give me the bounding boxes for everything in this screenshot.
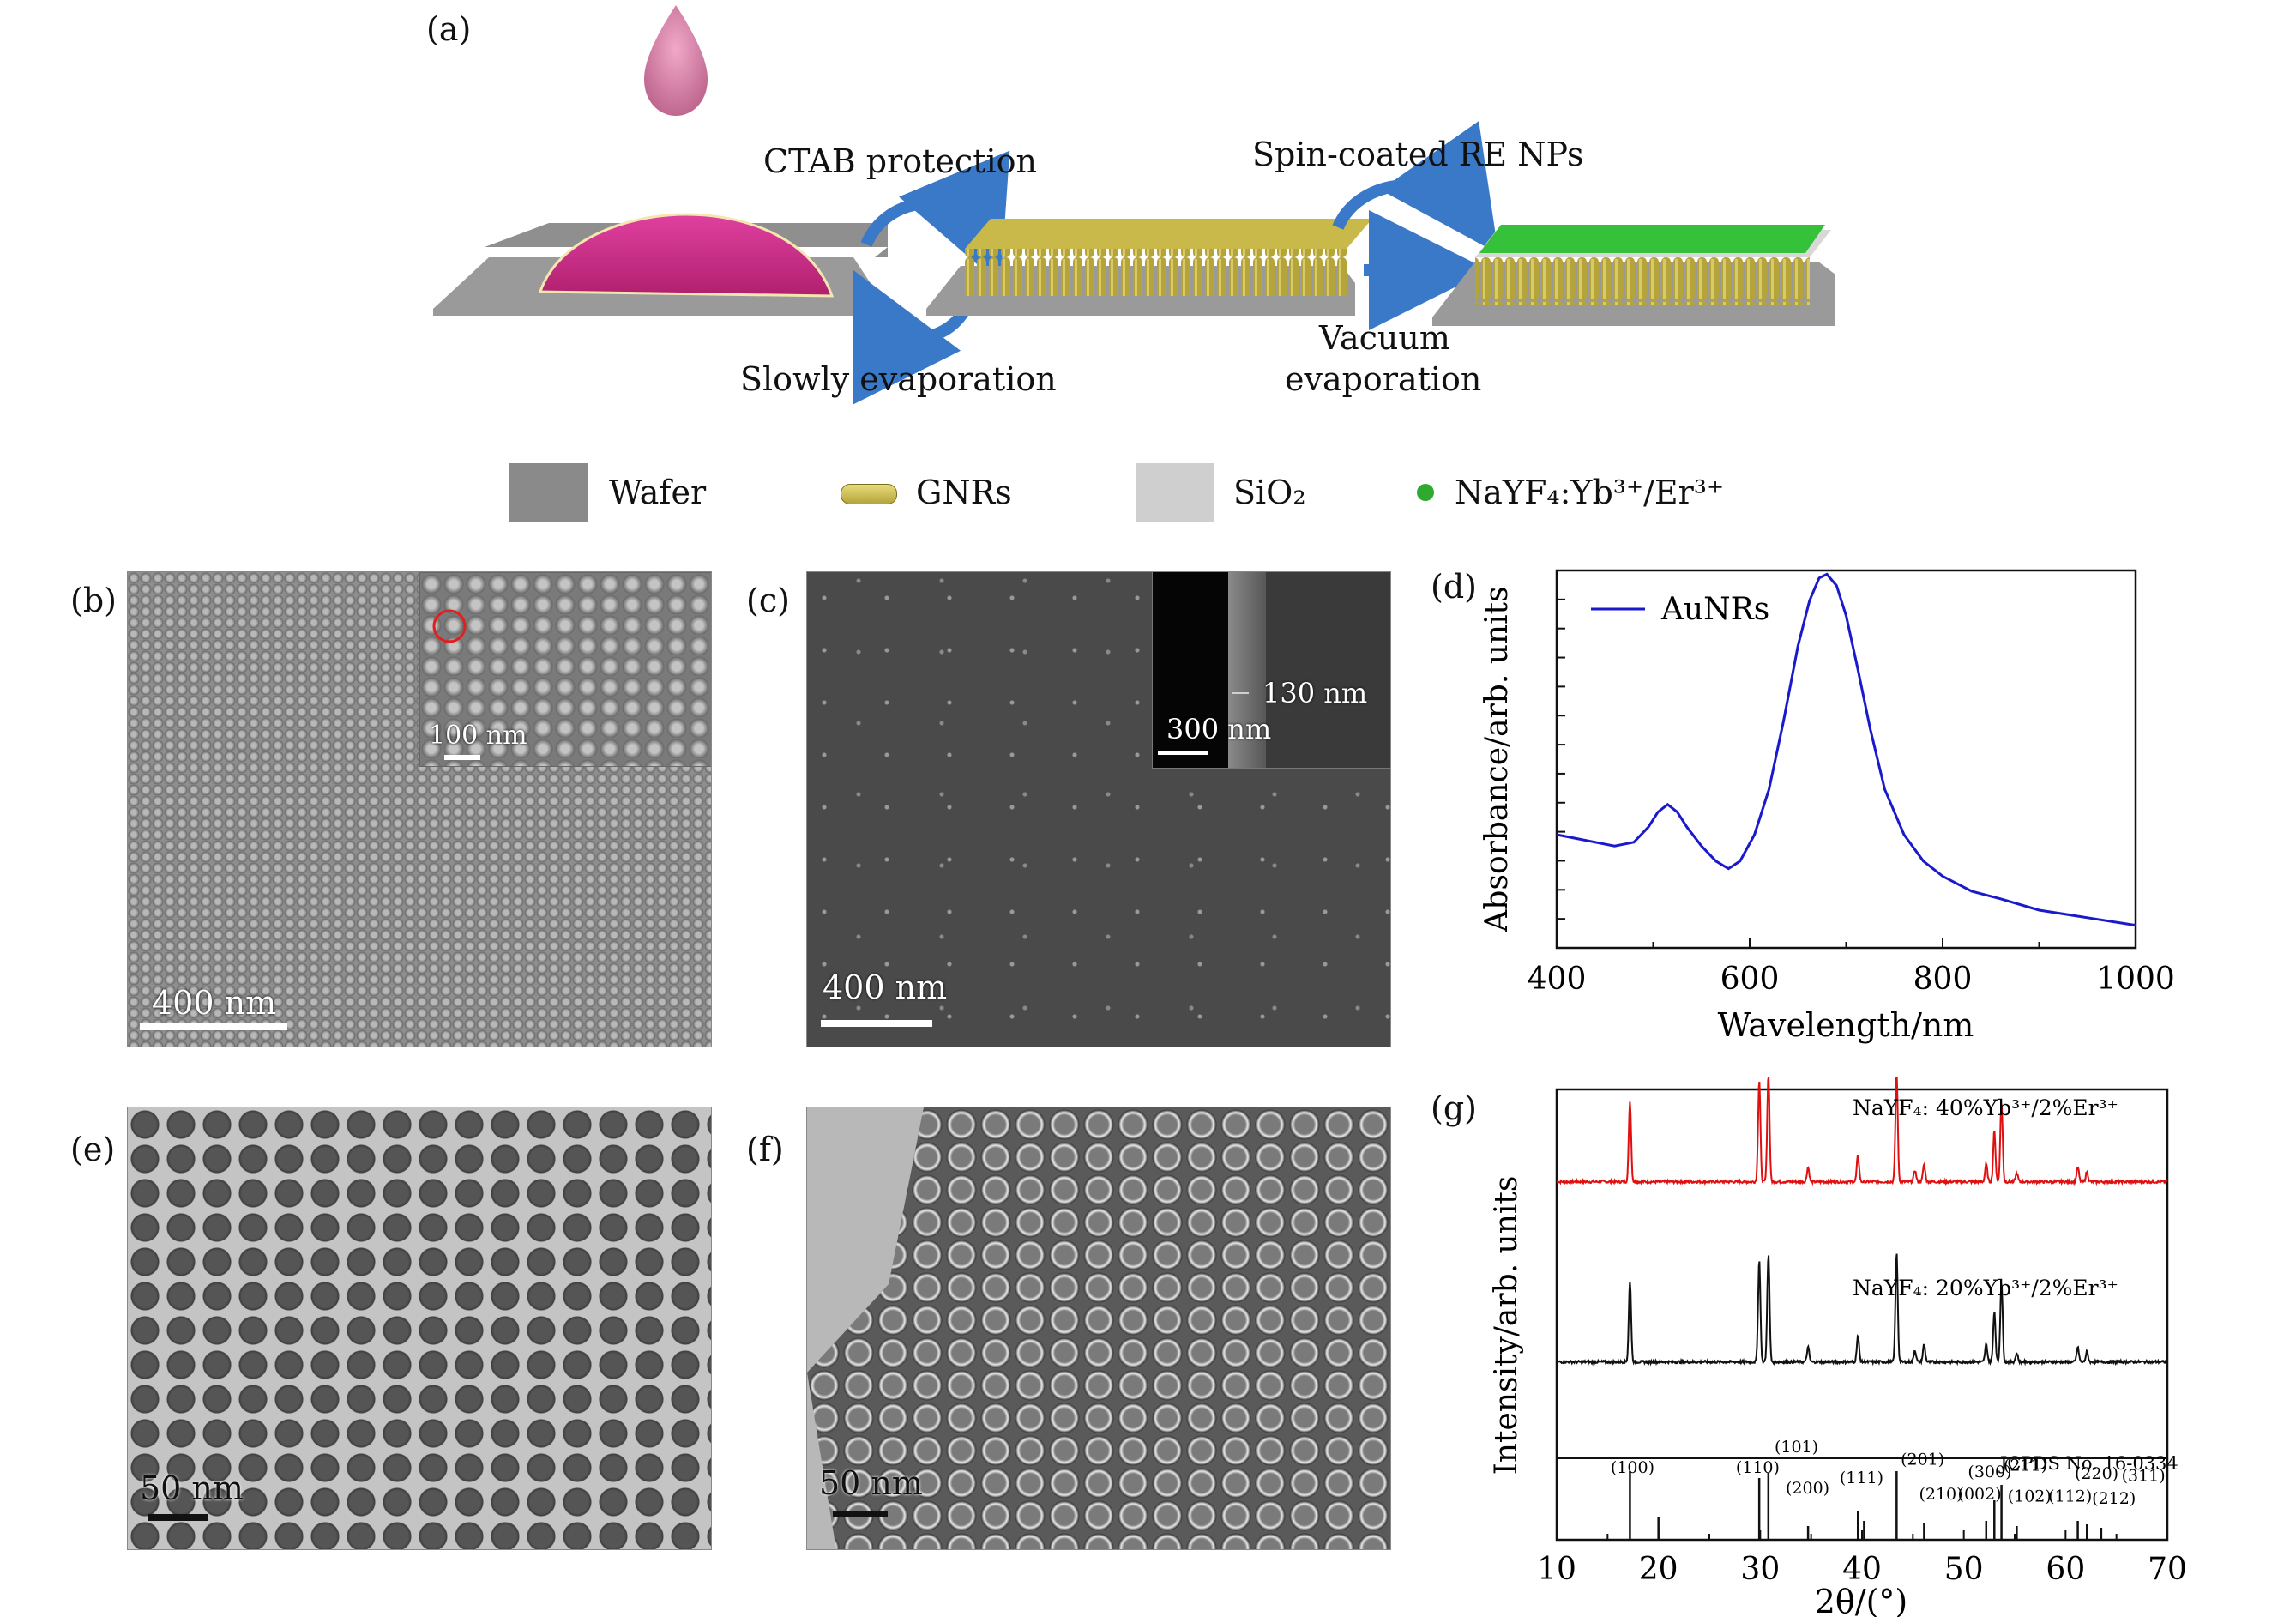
scale-text-f: 50 nm <box>819 1464 923 1502</box>
scale-bar-b <box>140 1023 287 1030</box>
y-axis-label-d: Absorbance/arb. units <box>1479 586 1515 932</box>
hkl-label: (102) <box>2008 1487 2052 1506</box>
hkl-label: (210) <box>1919 1485 1962 1504</box>
tem-image-f: 50 nm <box>806 1107 1391 1550</box>
legend-sio2-swatch <box>1136 463 1214 522</box>
hkl-label: (212) <box>2092 1489 2136 1508</box>
x-tick-label-g: 30 <box>1740 1552 1780 1587</box>
inset-scale-bar-c <box>1158 751 1208 755</box>
highlight-circle <box>432 609 467 643</box>
x-tick-label-d: 600 <box>1720 962 1780 997</box>
hkl-label: (300) <box>1968 1463 2011 1481</box>
x-tick-label-d: 400 <box>1528 962 1587 997</box>
x-tick-label-g: 70 <box>2148 1552 2187 1587</box>
hkl-label: (211) <box>2004 1457 2047 1475</box>
reference-title: JCPDS No. 16-0334 <box>1998 1453 2178 1474</box>
hkl-label: (311) <box>2122 1467 2166 1486</box>
legend-wafer-swatch <box>509 463 588 522</box>
x-tick-label-g: 60 <box>2046 1552 2085 1587</box>
hkl-label: (112) <box>2048 1487 2092 1506</box>
panel-label-f: (f) <box>746 1131 784 1168</box>
gnr-array-coated <box>1475 257 1810 305</box>
inset-annotation-c: 130 nm <box>1262 677 1368 709</box>
hkl-label: (101) <box>1775 1438 1818 1457</box>
plot-frame-d <box>1555 569 2137 950</box>
panel-label-a: (a) <box>426 10 472 48</box>
schematic-illustration <box>433 5 1835 405</box>
arrow-ctab <box>860 150 1010 285</box>
scale-bar-e <box>148 1514 208 1521</box>
panel-label-c: (c) <box>746 582 790 619</box>
panel-label-g: (g) <box>1431 1089 1477 1127</box>
absorbance-chart: 400 600 800 1000 AuNRs Wavelength/nm Absorb… <box>1479 569 2175 1044</box>
hkl-label: (110) <box>1736 1458 1780 1477</box>
y-axis-label-g: Intensity/arb. units <box>1489 1176 1524 1475</box>
scale-bar-c <box>821 1020 932 1027</box>
legend-nayf4-label: NaYF₄:Yb³⁺/Er³⁺ <box>1455 474 1725 511</box>
hkl-label: (220) <box>2075 1464 2118 1483</box>
step2-bottom-label-2: evaporation <box>1285 360 1482 398</box>
x-tick-label-g: 50 <box>1944 1552 1984 1587</box>
legend-gnr-label: GNRs <box>916 474 1012 511</box>
legend-sio2-label: SiO₂ <box>1233 474 1306 511</box>
step1-top-label: CTAB protection <box>763 142 1037 180</box>
series-label-20yb: NaYF₄: 20%Yb³⁺/2%Er³⁺ <box>1853 1276 2118 1300</box>
step1-bottom-label: Slowly evaporation <box>740 360 1057 398</box>
panel-label-e: (e) <box>70 1131 116 1168</box>
droplet-icon <box>644 5 708 116</box>
x-tick-label-d: 800 <box>1913 962 1973 997</box>
x-tick-label-g: 10 <box>1537 1552 1576 1587</box>
annotation-line <box>1232 692 1249 694</box>
x-axis-label-g: 2θ/(°) <box>1815 1583 1908 1617</box>
sem-inset-b: 100 nm <box>419 572 711 767</box>
inset-scale-text-c: 300 nm <box>1166 713 1272 745</box>
sem-inset-c: 130 nm 300 nm <box>1152 572 1390 769</box>
scale-text-b: 400 nm <box>152 984 277 1022</box>
tem-image-e: 50 nm <box>127 1107 712 1550</box>
arrow-spin-coat <box>1332 121 1499 254</box>
nanoparticle-layer <box>1479 225 1825 253</box>
x-tick-label-d: 1000 <box>2096 962 2175 997</box>
hkl-label: (002) <box>1958 1485 2002 1504</box>
series-label-40yb: NaYF₄: 40%Yb³⁺/2%Er³⁺ <box>1853 1095 2118 1120</box>
series-line-20yb <box>1556 1253 2167 1367</box>
inset-scale-text-b: 100 nm <box>429 721 527 751</box>
x-tick-label-g: 20 <box>1639 1552 1678 1587</box>
hkl-label: (200) <box>1786 1479 1829 1498</box>
x-tick-label-g: 40 <box>1842 1552 1882 1587</box>
series-line-aunrs <box>1556 572 2136 927</box>
panel-label-d: (d) <box>1431 568 1477 606</box>
scale-text-c: 400 nm <box>823 968 948 1006</box>
gnr-array <box>965 249 1347 296</box>
inset-scale-bar-b <box>444 755 480 760</box>
hkl-label: (201) <box>1901 1450 1944 1469</box>
sem-image-c: 130 nm 300 nm 400 nm <box>806 571 1391 1047</box>
hkl-label: (100) <box>1611 1458 1654 1477</box>
series-line-40yb <box>1556 1077 2168 1186</box>
legend-text-aunrs: AuNRs <box>1660 592 1769 627</box>
legend-nayf4-swatch <box>1417 484 1434 501</box>
sem-image-b: 100 nm 400 nm <box>127 571 712 1047</box>
scale-text-e: 50 nm <box>140 1469 244 1507</box>
scale-bar-f <box>833 1511 888 1517</box>
hkl-label: (111) <box>1840 1469 1883 1487</box>
panel-label-b: (b) <box>70 582 117 619</box>
step2-top-label: Spin-coated RE NPs <box>1252 136 1584 173</box>
xrd-chart: 10 20 30 40 50 60 70 (100) (110)(101) (200) (111)… <box>1489 1077 2187 1617</box>
legend-gnr-swatch <box>841 484 897 504</box>
legend-wafer-label: Wafer <box>609 474 707 511</box>
step2-bottom-label-1: Vacuum <box>1319 319 1450 357</box>
droplet-dome <box>538 213 835 298</box>
x-axis-label-d: Wavelength/nm <box>1718 1006 1974 1044</box>
